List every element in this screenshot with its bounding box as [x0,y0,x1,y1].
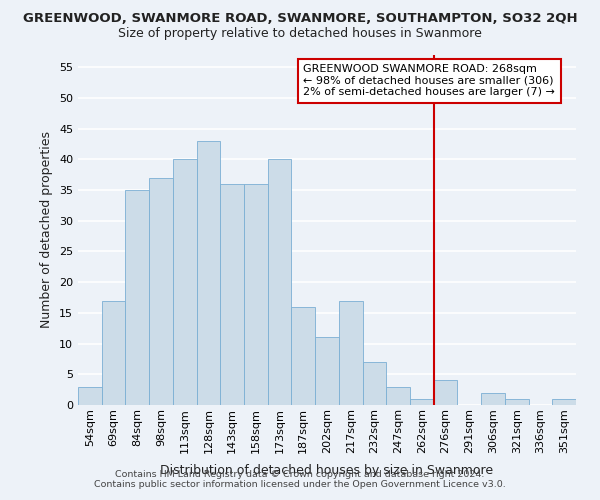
Bar [362,362,386,405]
X-axis label: Distribution of detached houses by size in Swanmore: Distribution of detached houses by size … [160,464,494,477]
Y-axis label: Number of detached properties: Number of detached properties [40,132,53,328]
Bar [268,160,292,405]
Bar [220,184,244,405]
Text: GREENWOOD, SWANMORE ROAD, SWANMORE, SOUTHAMPTON, SO32 2QH: GREENWOOD, SWANMORE ROAD, SWANMORE, SOUT… [23,12,577,26]
Bar [386,386,410,405]
Bar [244,184,268,405]
Bar [102,300,125,405]
Bar [552,399,576,405]
Bar [149,178,173,405]
Bar [173,160,197,405]
Text: GREENWOOD SWANMORE ROAD: 268sqm
← 98% of detached houses are smaller (306)
2% of: GREENWOOD SWANMORE ROAD: 268sqm ← 98% of… [303,64,555,98]
Bar [410,399,434,405]
Bar [197,141,220,405]
Bar [339,300,362,405]
Bar [481,392,505,405]
Bar [505,399,529,405]
Bar [292,307,315,405]
Text: Contains HM Land Registry data © Crown copyright and database right 2024.
Contai: Contains HM Land Registry data © Crown c… [94,470,506,489]
Bar [78,386,102,405]
Bar [125,190,149,405]
Bar [434,380,457,405]
Bar [315,338,339,405]
Text: Size of property relative to detached houses in Swanmore: Size of property relative to detached ho… [118,28,482,40]
